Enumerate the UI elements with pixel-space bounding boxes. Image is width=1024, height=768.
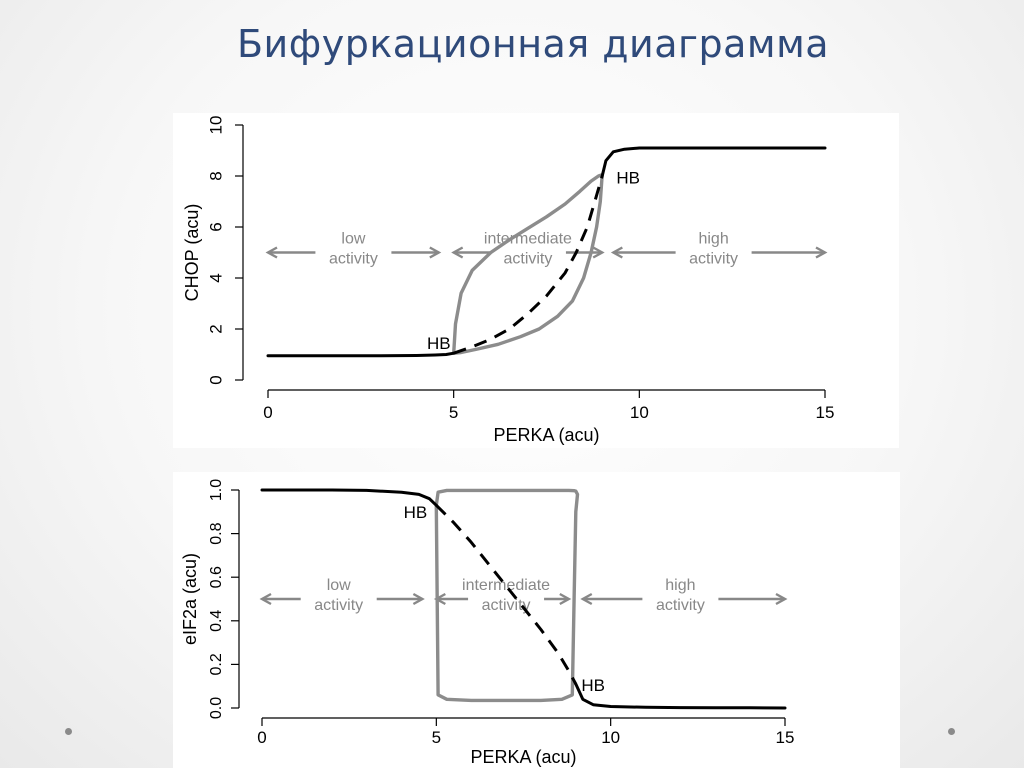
x-tick-label: 15 — [816, 403, 835, 422]
hb-annotation: HB — [427, 334, 451, 353]
region-arrow-left — [433, 592, 469, 606]
y-tick-label: 6 — [206, 222, 225, 231]
hb-annotation: HB — [581, 676, 605, 695]
chart-eif2a-vs-perka: 0 5 10 15 PERKA (acu) 0.0 0.2 0.4 0.6 0.8 1.0 eIF2a… — [180, 479, 795, 767]
y-tick-label: 0.4 — [208, 610, 225, 632]
y-tick-label: 0.0 — [208, 697, 225, 719]
series-stable-branch — [260, 488, 438, 507]
y-tick-label: 2 — [206, 324, 225, 333]
y-axis-label: CHOP (acu) — [182, 204, 202, 302]
region-arrow-head — [559, 592, 572, 606]
x-tick-label: 0 — [263, 403, 272, 422]
x-tick-label: 0 — [257, 728, 266, 747]
region-arrow-right — [565, 246, 605, 259]
chart-chop-panel: 0 5 10 15 PERKA (acu) 0 2 4 6 8 10 CHOP (acu) low act… — [173, 113, 899, 448]
y-tick-label: 4 — [206, 273, 225, 282]
x-tick-label: 5 — [449, 403, 458, 422]
slide-title: Бифуркационная диаграмма — [236, 22, 830, 66]
region-arrow-left — [265, 246, 316, 259]
y-axis-label: eIF2a (acu) — [180, 553, 200, 645]
chart-eif2a-panel: 0 5 10 15 PERKA (acu) 0.0 0.2 0.4 0.6 0.8 1.0 eIF2a… — [173, 472, 900, 768]
region-arrow-right — [391, 246, 442, 259]
region-label: activity — [503, 251, 552, 268]
region-arrow-head — [259, 592, 272, 606]
region-arrow-right — [544, 592, 572, 606]
region-label: activity — [656, 597, 705, 614]
region-arrow-right — [376, 592, 425, 606]
region-label: high — [665, 577, 695, 594]
region-arrow-head — [580, 592, 593, 606]
y-tick-label: 0.6 — [208, 566, 225, 588]
region-label: low — [327, 577, 351, 594]
series-limit-cycle — [434, 488, 580, 703]
region-arrow-head — [265, 246, 278, 259]
region-label: high — [698, 231, 728, 248]
region-arrow-right — [751, 246, 828, 259]
y-tick-label: 0 — [206, 375, 225, 384]
region-label: activity — [329, 251, 378, 268]
region-arrow-head — [610, 246, 623, 259]
region-arrow-left — [580, 592, 643, 606]
region-arrow-left — [610, 246, 676, 259]
y-tick-label: 0.8 — [208, 522, 225, 544]
region-arrow-head — [412, 592, 425, 606]
region-arrow-head — [775, 592, 788, 606]
x-tick-label: 15 — [776, 728, 795, 747]
series-stable-branch — [600, 146, 827, 178]
region-label: low — [341, 231, 365, 248]
y-tick-label: 8 — [206, 171, 225, 180]
x-tick-label: 10 — [630, 403, 649, 422]
region-label: activity — [482, 597, 531, 614]
region-label: activity — [689, 251, 738, 268]
x-axis-label: PERKA (acu) — [493, 425, 599, 445]
x-tick-label: 5 — [432, 728, 441, 747]
nav-dot-left — [65, 728, 72, 735]
region-arrow-head — [592, 246, 605, 259]
series-stable-branch — [266, 351, 456, 358]
region-arrow-head — [451, 246, 464, 259]
region-arrow-left — [259, 592, 301, 606]
hb-annotation: HB — [616, 168, 640, 187]
region-arrow-head — [815, 246, 828, 259]
region-arrow-left — [451, 246, 490, 259]
series-stable-branch — [574, 682, 787, 710]
x-axis-label: PERKA (acu) — [470, 747, 576, 767]
y-tick-label: 1.0 — [208, 479, 225, 501]
hb-annotation: HB — [404, 503, 428, 522]
series-unstable-branch — [453, 175, 604, 355]
y-tick-label: 0.2 — [208, 653, 225, 675]
region-arrow-right — [718, 592, 788, 606]
chart-chop-vs-perka: 0 5 10 15 PERKA (acu) 0 2 4 6 8 10 CHOP (acu) low act… — [182, 116, 835, 445]
region-label: intermediate — [484, 231, 572, 248]
nav-dot-right — [948, 728, 955, 735]
region-arrow-head — [429, 246, 442, 259]
series-unstable-branch — [435, 504, 578, 685]
y-tick-label: 10 — [206, 116, 225, 135]
region-label: activity — [314, 597, 363, 614]
x-tick-label: 10 — [601, 728, 620, 747]
region-label: intermediate — [462, 577, 550, 594]
